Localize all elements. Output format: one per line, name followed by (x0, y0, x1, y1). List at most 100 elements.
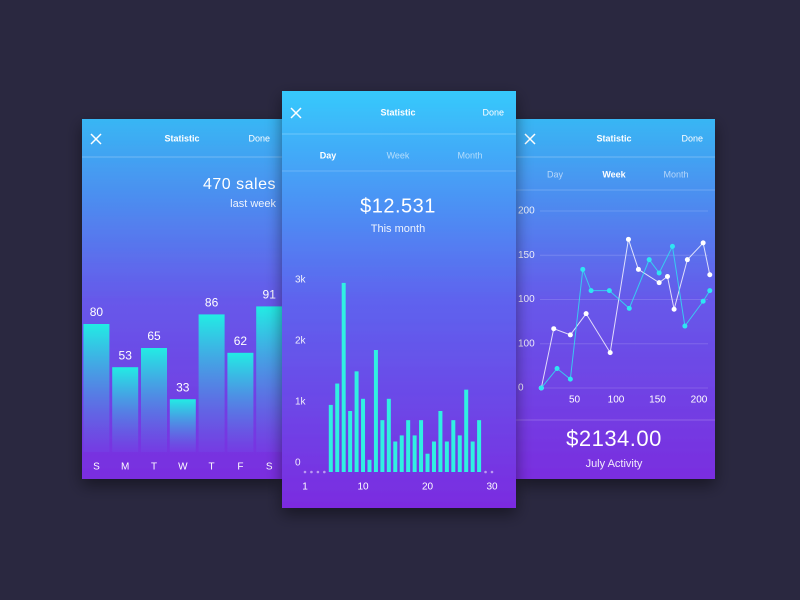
bar (335, 383, 340, 472)
point (580, 266, 586, 272)
x-tick-label: S (93, 462, 100, 473)
tab[interactable]: Month (457, 150, 482, 160)
bar (141, 348, 167, 452)
summary-value: $12.531 (360, 195, 436, 217)
point (684, 257, 690, 263)
bar (169, 399, 196, 452)
card-center (282, 91, 516, 508)
tab[interactable]: Week (602, 169, 626, 179)
tab[interactable]: Month (663, 169, 688, 179)
header-title: Statistic (380, 107, 415, 117)
x-tick-label: T (151, 462, 157, 473)
zero-dot (316, 470, 320, 474)
bar (367, 459, 372, 472)
tab[interactable]: Day (320, 150, 337, 160)
x-tick-label: 30 (486, 482, 498, 493)
tab[interactable]: Week (387, 150, 410, 160)
bar (354, 371, 359, 472)
bar (477, 420, 482, 472)
close-icon[interactable] (90, 133, 102, 145)
bar (393, 441, 398, 472)
bar (112, 367, 139, 452)
done-button[interactable]: Done (482, 107, 504, 117)
card-right (516, 119, 715, 479)
point (707, 288, 713, 294)
x-tick-label: F (237, 462, 243, 473)
tab[interactable]: Day (547, 169, 564, 179)
bar (419, 420, 424, 472)
point (646, 257, 652, 263)
close-icon[interactable] (524, 133, 536, 145)
x-tick-label: 1 (302, 482, 308, 493)
zero-dot (484, 470, 487, 474)
header-title: Statistic (164, 133, 199, 143)
point (551, 326, 557, 332)
x-tick-label: W (178, 462, 188, 473)
summary-value: 470 sales (203, 176, 276, 193)
zero-dot (303, 470, 307, 474)
point (625, 236, 631, 242)
x-tick-label: 200 (691, 395, 708, 406)
bar (399, 435, 404, 472)
bar (341, 282, 346, 472)
close-icon[interactable] (290, 107, 302, 119)
point (607, 350, 613, 356)
point (606, 288, 612, 294)
x-tick-label: M (121, 462, 129, 473)
bar (348, 411, 353, 472)
header-title: Statistic (596, 133, 631, 143)
y-tick-label: 100 (518, 338, 535, 349)
x-tick-label: T (209, 462, 215, 473)
point (626, 305, 632, 311)
zero-dot (490, 470, 494, 474)
y-tick-label: 2k (295, 336, 307, 347)
summary-caption: last week (230, 198, 276, 210)
done-button[interactable]: Done (248, 133, 270, 143)
bar (83, 324, 110, 452)
value-label: 80 (90, 305, 104, 319)
y-tick-label: 3k (295, 275, 307, 286)
value-label: 91 (263, 288, 277, 302)
point (682, 323, 688, 329)
bar (328, 404, 333, 472)
point (567, 376, 573, 382)
bar (256, 306, 283, 452)
bar (412, 435, 417, 472)
point (538, 385, 544, 391)
bar (444, 441, 449, 472)
x-tick-label: 20 (422, 482, 434, 493)
point (554, 366, 560, 372)
bar (198, 314, 225, 452)
value-label: 62 (234, 334, 248, 348)
y-tick-label: 0 (518, 383, 524, 394)
summary-caption: This month (371, 223, 425, 235)
bar (438, 411, 443, 472)
summary-caption: July Activity (586, 458, 643, 470)
value-label: 86 (205, 296, 219, 310)
bar (373, 350, 378, 472)
x-tick-label: 50 (569, 395, 581, 406)
point (669, 243, 675, 249)
point (671, 306, 677, 312)
x-tick-label: 150 (649, 395, 666, 406)
bar (457, 435, 462, 472)
y-tick-label: 1k (295, 397, 307, 408)
done-button[interactable]: Done (681, 133, 703, 143)
point (700, 298, 706, 304)
bar (431, 441, 436, 472)
summary-value: $2134.00 (566, 426, 662, 451)
point (664, 273, 670, 279)
bar (464, 389, 469, 472)
bar (386, 398, 391, 472)
point (588, 288, 594, 294)
bar (380, 420, 385, 472)
point (656, 270, 662, 276)
point (700, 240, 706, 246)
point (635, 266, 641, 272)
point (656, 280, 662, 286)
value-label: 33 (176, 380, 190, 394)
bar (227, 352, 254, 452)
point (583, 311, 589, 317)
x-tick-label: 100 (608, 395, 625, 406)
